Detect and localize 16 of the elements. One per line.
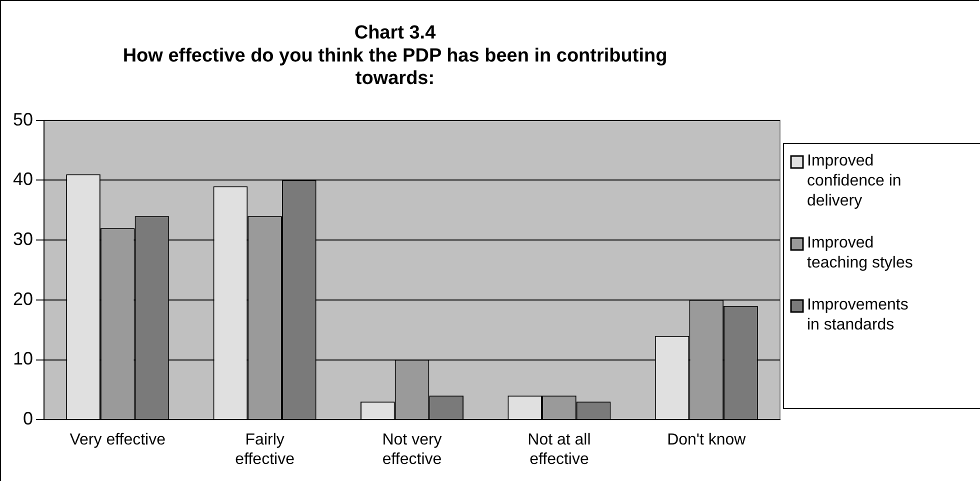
y-tick-label: 50 <box>12 109 34 130</box>
x-tick-label: Not very effective <box>382 432 442 468</box>
legend-label: Improved confidence in delivery <box>807 152 902 210</box>
chart-title: Chart 3.4 <box>354 22 436 44</box>
x-tick-label: Don't know <box>667 432 746 449</box>
legend-label: Improvements in standards <box>807 296 908 334</box>
x-tick-label: Very effective <box>70 432 166 449</box>
x-tick-label: Fairly effective <box>235 432 295 468</box>
y-tick-label: 40 <box>12 169 34 190</box>
x-tick-label: Not at all effective <box>528 432 591 468</box>
legend-label: Improved teaching styles <box>807 234 913 272</box>
y-tick-label: 20 <box>12 288 34 309</box>
y-tick-label: 30 <box>12 229 34 250</box>
chart-subtitle: How effective do you think the PDP has been in contributing towards: <box>122 45 668 90</box>
y-tick-label: 0 <box>23 408 34 429</box>
y-tick-label: 10 <box>12 348 34 369</box>
